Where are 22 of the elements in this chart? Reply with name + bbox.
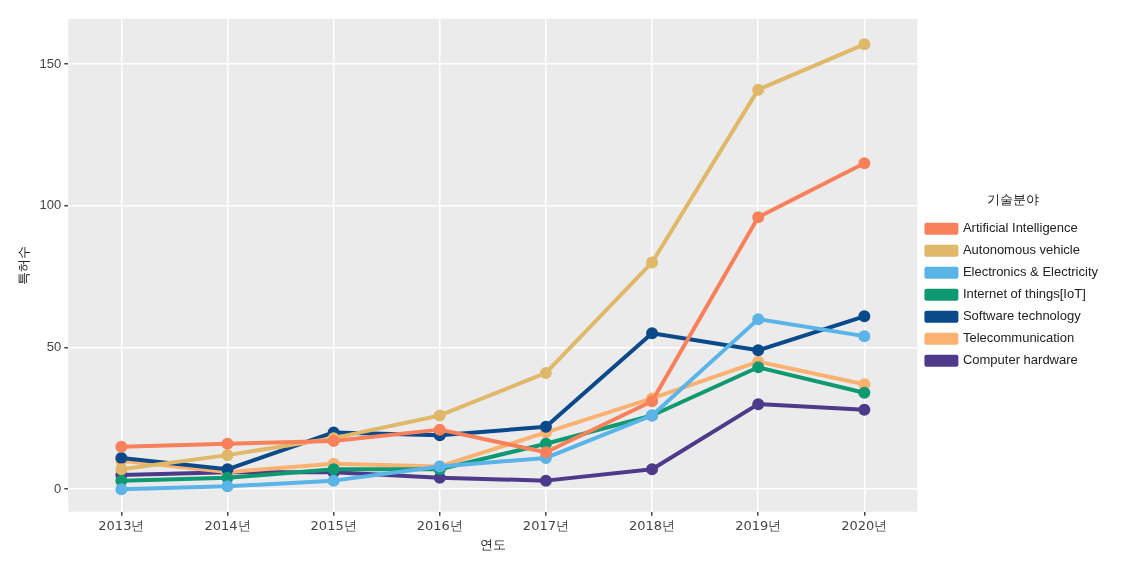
- y-tick-label: 50: [46, 339, 62, 355]
- x-tick-label: 2019년: [735, 517, 782, 533]
- x-tick-label: 2018년: [629, 517, 676, 533]
- x-tick-label: 2016년: [416, 517, 463, 533]
- x-tick-label: 2017년: [522, 517, 569, 533]
- legend-label: Electronics & Electricity: [962, 264, 1099, 280]
- legend-label: Artificial Intelligence: [962, 220, 1078, 236]
- x-tick-label: 2013년: [98, 517, 145, 533]
- y-tick-label: 100: [39, 197, 62, 213]
- y-axis-title: 특허수: [16, 245, 32, 285]
- x-axis-title: 연도: [479, 536, 506, 552]
- legend-label: Software technology: [962, 308, 1082, 324]
- y-tick-label: 150: [39, 55, 62, 71]
- x-tick-label: 2015년: [310, 517, 357, 533]
- x-tick-label: 2020년: [841, 517, 888, 533]
- legend-label: Autonomous vehicle: [962, 242, 1080, 258]
- y-tick-label: 0: [54, 480, 62, 496]
- legend-label: Internet of things[IoT]: [962, 286, 1086, 302]
- legend-label: Telecommunication: [962, 330, 1075, 346]
- legend-title: 기술분야: [986, 191, 1039, 207]
- legend-label: Computer hardware: [962, 352, 1078, 368]
- x-tick-label: 2014년: [204, 517, 251, 533]
